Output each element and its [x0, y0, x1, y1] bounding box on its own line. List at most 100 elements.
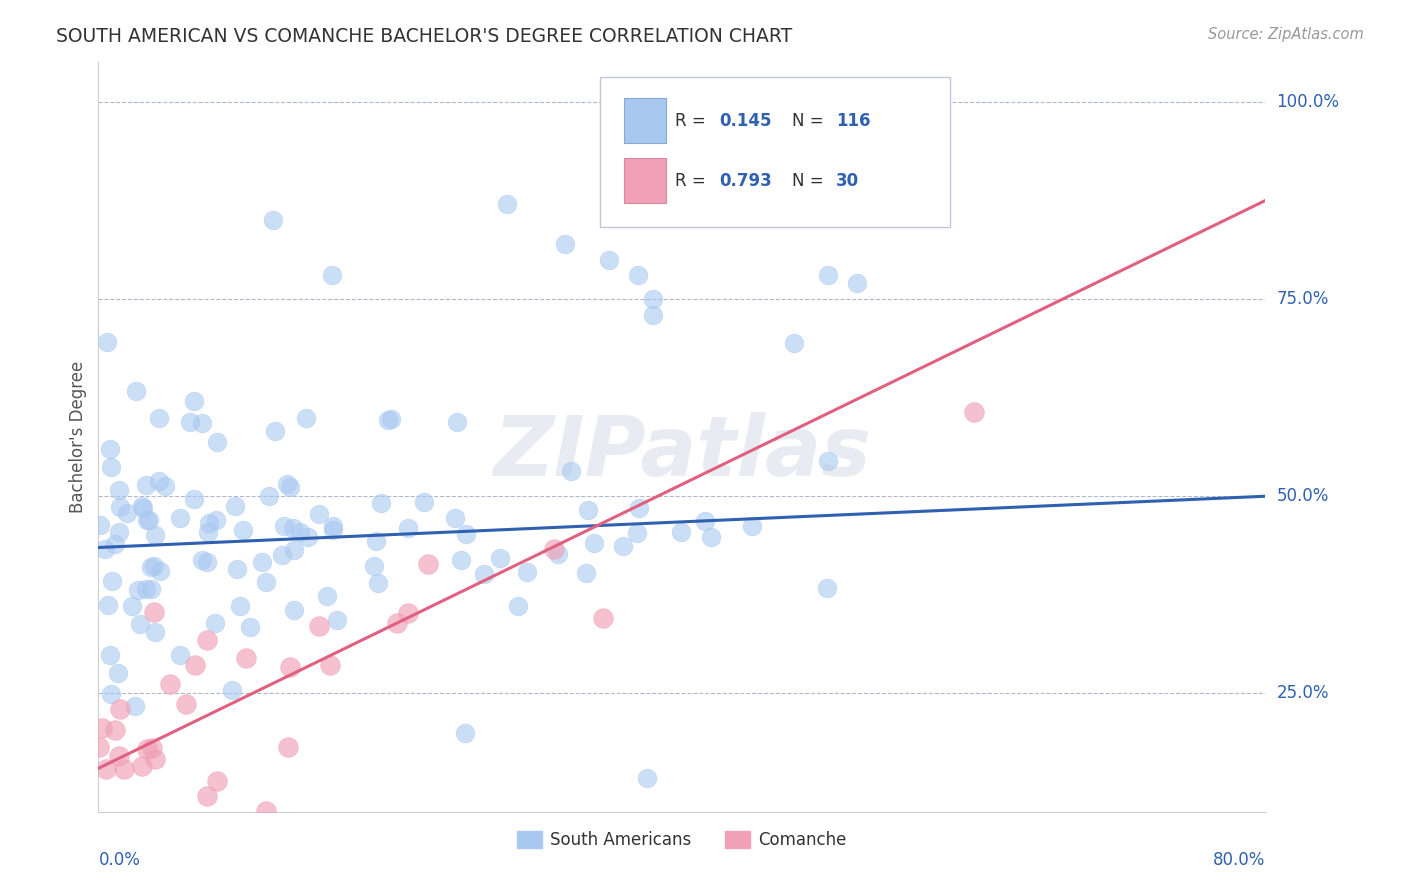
Point: [94, 763, 117, 777]
Point: [380, 411, 402, 425]
Point: [846, 277, 869, 291]
Point: [179, 415, 201, 429]
Point: [627, 268, 650, 283]
Point: [627, 501, 650, 516]
Legend: South Americans, Comanche: South Americans, Comanche: [510, 824, 853, 855]
Point: [277, 740, 299, 755]
Point: [308, 619, 330, 633]
Point: [131, 759, 153, 773]
Point: [129, 617, 152, 632]
Point: [205, 513, 228, 527]
Point: [741, 518, 763, 533]
Point: [416, 558, 439, 572]
Point: [198, 516, 221, 530]
Point: [283, 603, 305, 617]
Text: SOUTH AMERICAN VS COMANCHE BACHELOR'S DEGREE CORRELATION CHART: SOUTH AMERICAN VS COMANCHE BACHELOR'S DE…: [56, 27, 793, 45]
Point: [283, 543, 305, 558]
Point: [89, 518, 111, 533]
Point: [98, 442, 121, 456]
Point: [273, 519, 295, 533]
Text: R =: R =: [675, 172, 711, 190]
Point: [454, 726, 477, 740]
Point: [815, 581, 838, 595]
Point: [626, 525, 648, 540]
Point: [143, 751, 166, 765]
Point: [576, 503, 599, 517]
Point: [225, 562, 247, 576]
Point: [143, 528, 166, 542]
Point: [100, 687, 122, 701]
Point: [259, 489, 281, 503]
Point: [297, 530, 319, 544]
Point: [197, 525, 219, 540]
Point: [135, 582, 157, 596]
Point: [159, 677, 181, 691]
Point: [112, 762, 135, 776]
Text: 0.0%: 0.0%: [98, 851, 141, 869]
Point: [139, 582, 162, 596]
Point: [232, 523, 254, 537]
Point: [450, 552, 472, 566]
Point: [263, 424, 285, 438]
Point: [294, 411, 316, 425]
Point: [104, 723, 127, 738]
Point: [98, 648, 121, 662]
Point: [693, 514, 716, 528]
Point: [256, 574, 278, 589]
Point: [169, 648, 191, 663]
Point: [103, 537, 125, 551]
Text: Source: ZipAtlas.com: Source: ZipAtlas.com: [1208, 27, 1364, 42]
Point: [446, 415, 468, 429]
Point: [385, 616, 408, 631]
Point: [183, 393, 205, 408]
Text: N =: N =: [792, 112, 828, 130]
Point: [364, 534, 387, 549]
Point: [326, 613, 349, 627]
Point: [396, 521, 419, 535]
Point: [235, 651, 257, 665]
Text: 75.0%: 75.0%: [1277, 290, 1329, 308]
Point: [148, 474, 170, 488]
Text: 25.0%: 25.0%: [1277, 684, 1329, 702]
Y-axis label: Bachelor's Degree: Bachelor's Degree: [69, 361, 87, 513]
Point: [132, 501, 155, 516]
Point: [598, 252, 620, 267]
Point: [148, 411, 170, 425]
Text: 116: 116: [837, 112, 870, 130]
Point: [141, 741, 163, 756]
Point: [612, 539, 634, 553]
Point: [575, 566, 598, 581]
Point: [370, 496, 392, 510]
Point: [699, 530, 721, 544]
Point: [281, 521, 304, 535]
Point: [108, 525, 131, 540]
FancyBboxPatch shape: [600, 78, 950, 227]
Text: R =: R =: [675, 112, 711, 130]
Point: [641, 292, 664, 306]
Text: 30: 30: [837, 172, 859, 190]
Point: [191, 416, 214, 430]
Point: [195, 632, 218, 647]
Point: [322, 519, 344, 533]
Point: [205, 435, 228, 450]
Point: [184, 658, 207, 673]
Point: [270, 548, 292, 562]
Point: [288, 525, 311, 540]
Point: [149, 564, 172, 578]
Point: [107, 666, 129, 681]
Point: [641, 308, 664, 322]
Point: [322, 523, 344, 537]
Point: [205, 773, 228, 788]
Point: [204, 615, 226, 630]
Point: [319, 657, 342, 672]
Text: 100.0%: 100.0%: [1277, 93, 1340, 111]
Point: [195, 555, 218, 569]
Point: [583, 536, 606, 550]
Point: [107, 483, 129, 498]
Point: [229, 599, 252, 614]
Point: [516, 565, 538, 579]
Point: [124, 384, 146, 399]
Point: [454, 526, 477, 541]
Point: [138, 513, 160, 527]
Point: [221, 682, 243, 697]
